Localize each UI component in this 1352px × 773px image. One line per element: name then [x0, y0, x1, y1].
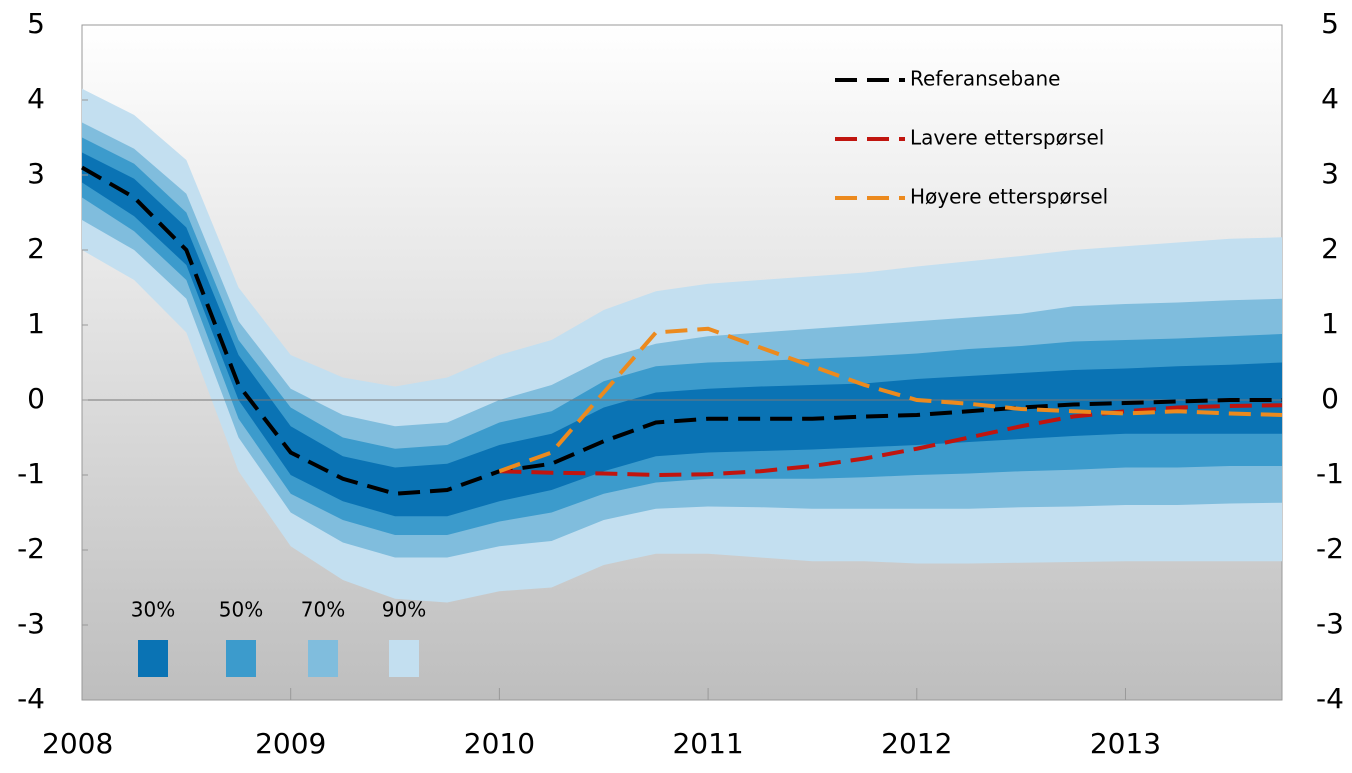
y-tick-label: -1 [17, 457, 45, 490]
y2-tick-label: -2 [1316, 532, 1344, 565]
legend-swatch [226, 640, 256, 677]
legend-swatch [308, 640, 338, 677]
legend-label: 90% [382, 598, 426, 622]
y-tick-label: 3 [27, 157, 45, 190]
legend-label: 30% [131, 598, 175, 622]
legend-label: Referansebane [910, 67, 1060, 91]
x-tick-label: 2010 [464, 727, 535, 760]
legend-swatch [389, 640, 419, 677]
fan-band [82, 152, 1282, 517]
legend-label: 70% [301, 598, 345, 622]
x-tick-label: 2012 [881, 727, 952, 760]
y-tick-label: -2 [17, 532, 45, 565]
y-tick-label: 5 [27, 7, 45, 40]
y2-tick-label: 0 [1321, 382, 1339, 415]
y2-tick-label: 4 [1321, 82, 1339, 115]
series-line [498, 326, 1283, 474]
y-tick-label: 4 [27, 82, 45, 115]
legend-swatch [138, 640, 168, 677]
y-tick-label: 1 [27, 307, 45, 340]
y-tick-label: -3 [17, 607, 45, 640]
legend-label: Lavere etterspørsel [910, 126, 1104, 150]
legend-label: Høyere etterspørsel [910, 185, 1108, 209]
y2-tick-label: 1 [1321, 307, 1339, 340]
x-tick-label: 2011 [672, 727, 743, 760]
x-tick-label: 2013 [1090, 727, 1161, 760]
y-tick-label: 0 [27, 382, 45, 415]
y-tick-label: 2 [27, 232, 45, 265]
y2-tick-label: 5 [1321, 7, 1339, 40]
x-tick-label: 2008 [42, 727, 113, 760]
y2-tick-label: -3 [1316, 607, 1344, 640]
series-line [499, 403, 1283, 478]
legend-label: 50% [219, 598, 263, 622]
y2-tick-label: -1 [1316, 457, 1344, 490]
y2-tick-label: 3 [1321, 157, 1339, 190]
x-tick-label: 2009 [255, 727, 326, 760]
y-tick-label: -4 [17, 682, 45, 715]
y2-tick-label: 2 [1321, 232, 1339, 265]
series-line [81, 165, 1282, 496]
y2-tick-label: -4 [1316, 682, 1344, 715]
